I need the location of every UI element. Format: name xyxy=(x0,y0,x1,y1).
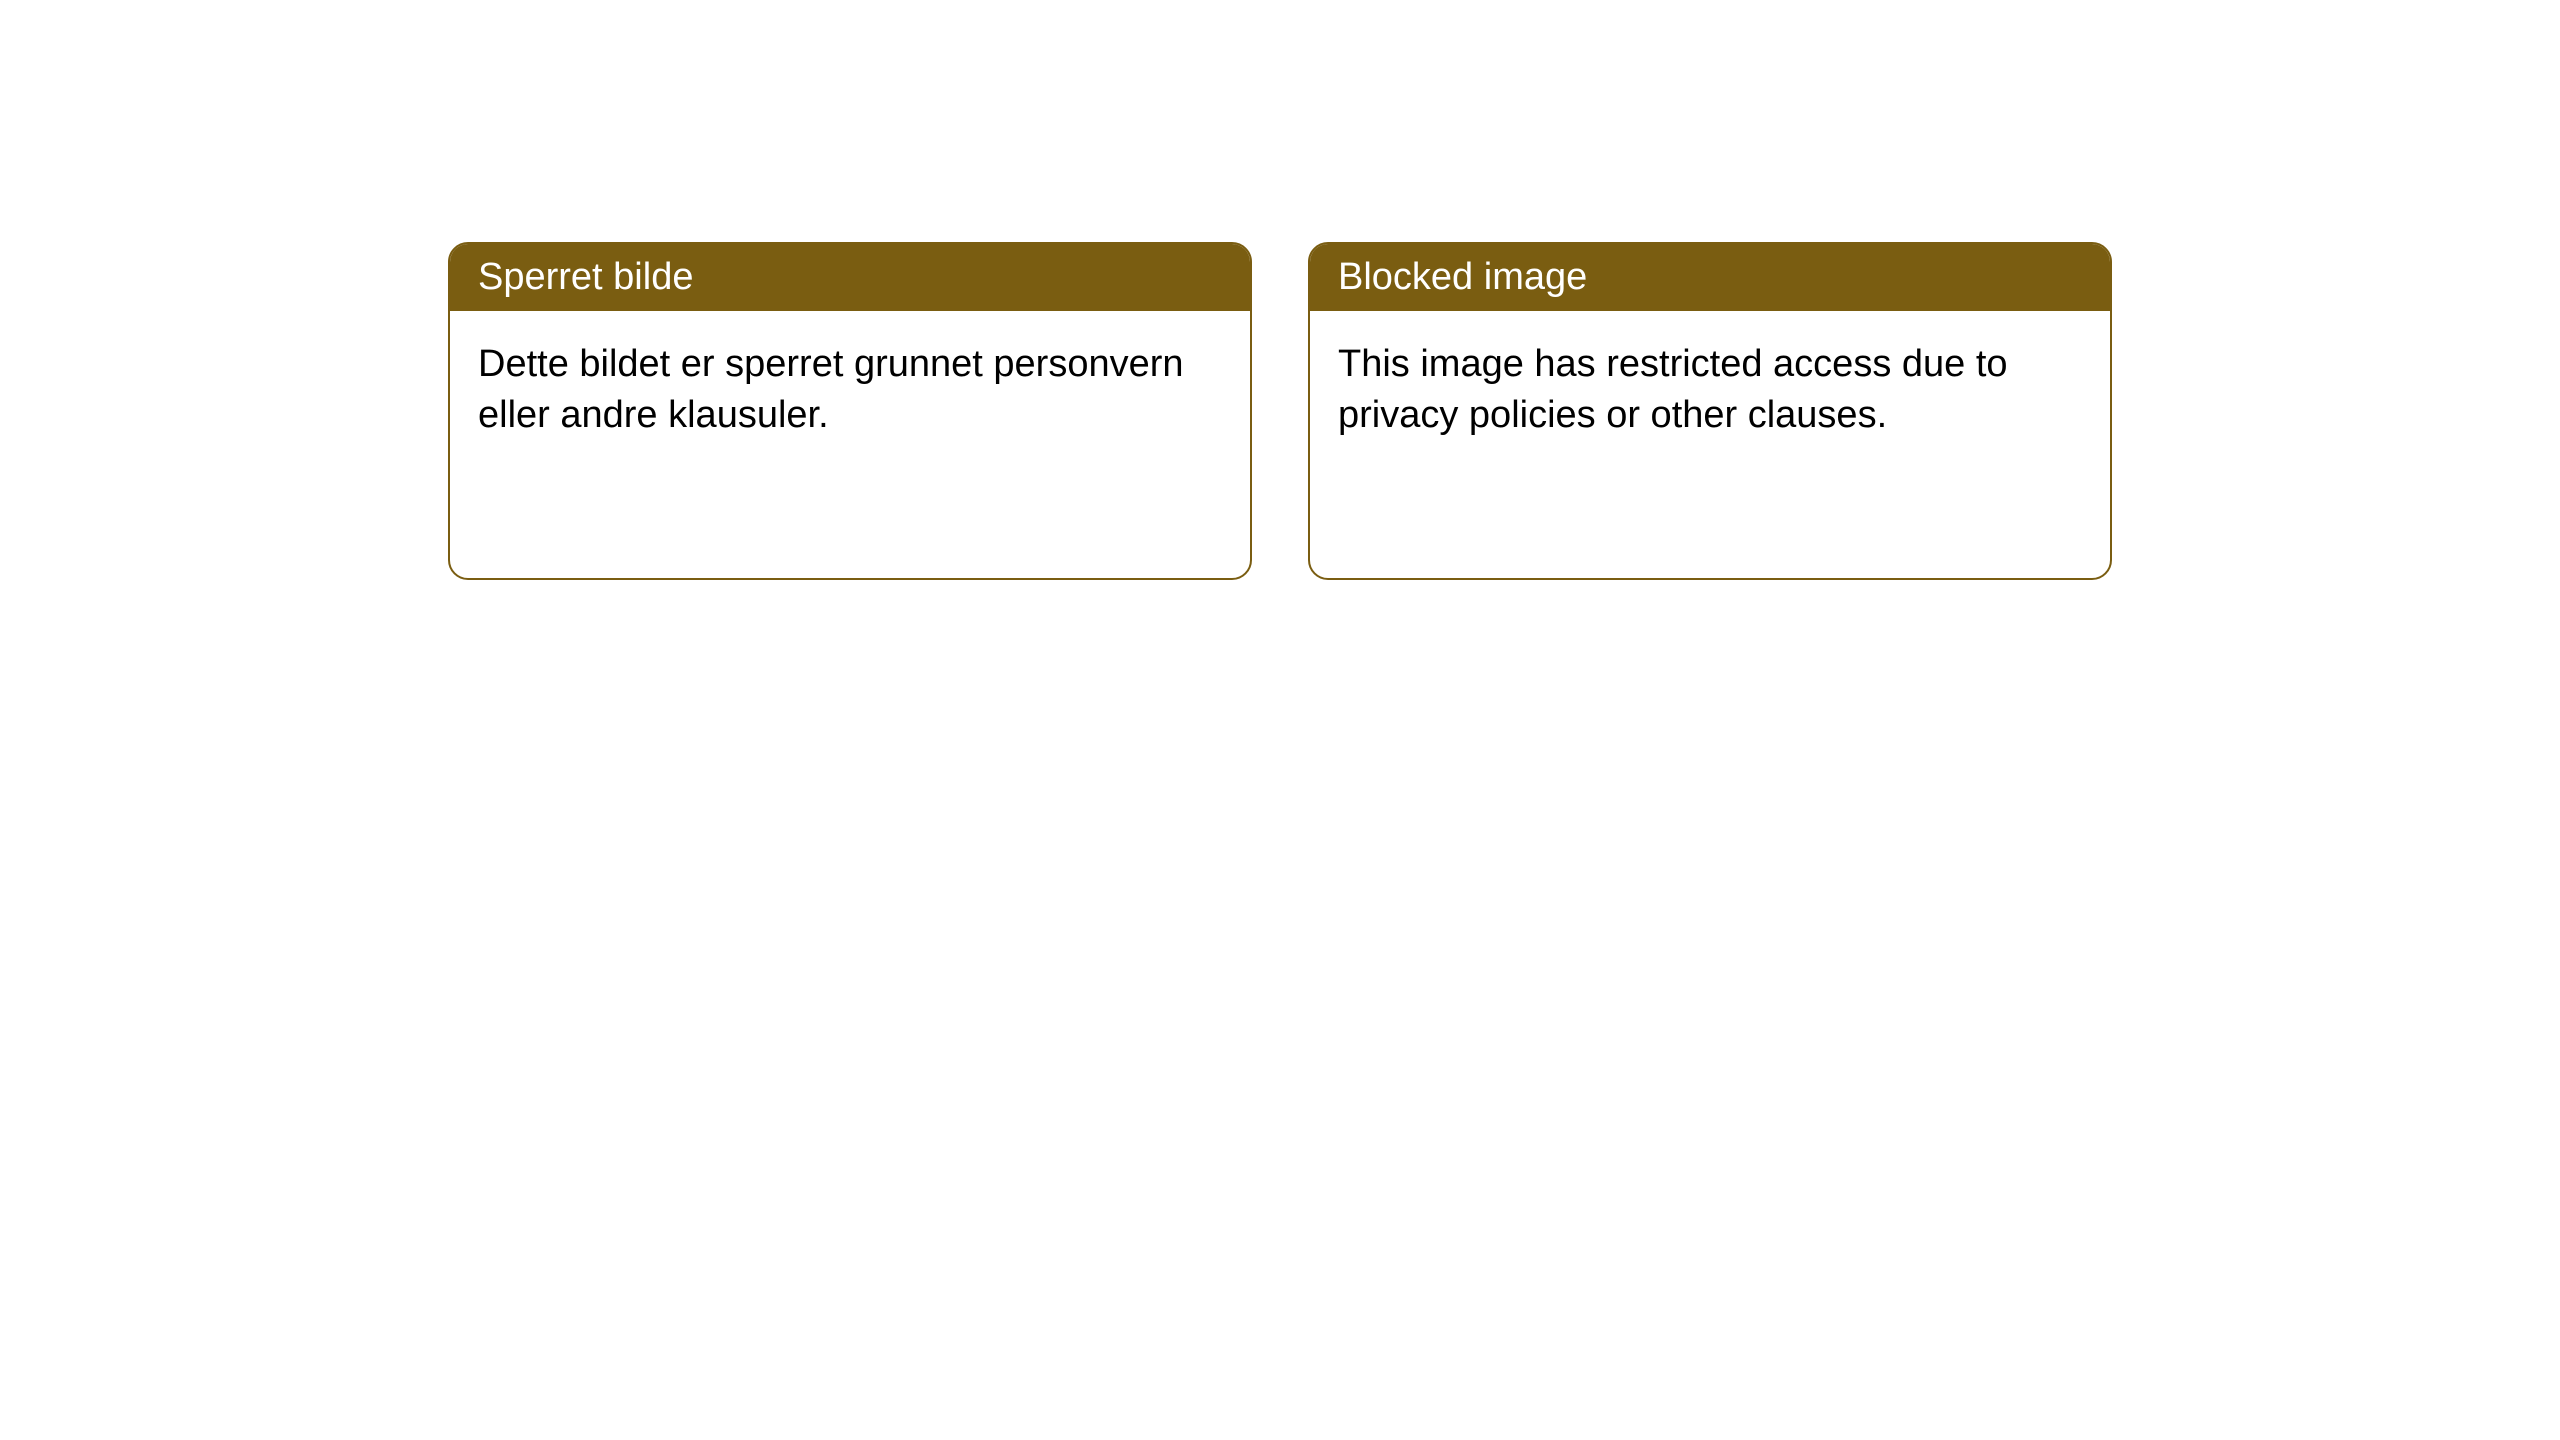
card-title-norwegian: Sperret bilde xyxy=(478,256,693,298)
card-body-text-norwegian: Dette bildet er sperret grunnet personve… xyxy=(478,343,1184,436)
card-body-text-english: This image has restricted access due to … xyxy=(1338,343,2008,436)
blocked-image-card-english: Blocked image This image has restricted … xyxy=(1308,242,2112,580)
card-body-norwegian: Dette bildet er sperret grunnet personve… xyxy=(450,311,1250,578)
card-title-english: Blocked image xyxy=(1338,256,1587,298)
blocked-image-card-norwegian: Sperret bilde Dette bildet er sperret gr… xyxy=(448,242,1252,580)
card-header-norwegian: Sperret bilde xyxy=(450,244,1250,311)
notice-container: Sperret bilde Dette bildet er sperret gr… xyxy=(0,0,2560,580)
card-header-english: Blocked image xyxy=(1310,244,2110,311)
card-body-english: This image has restricted access due to … xyxy=(1310,311,2110,578)
